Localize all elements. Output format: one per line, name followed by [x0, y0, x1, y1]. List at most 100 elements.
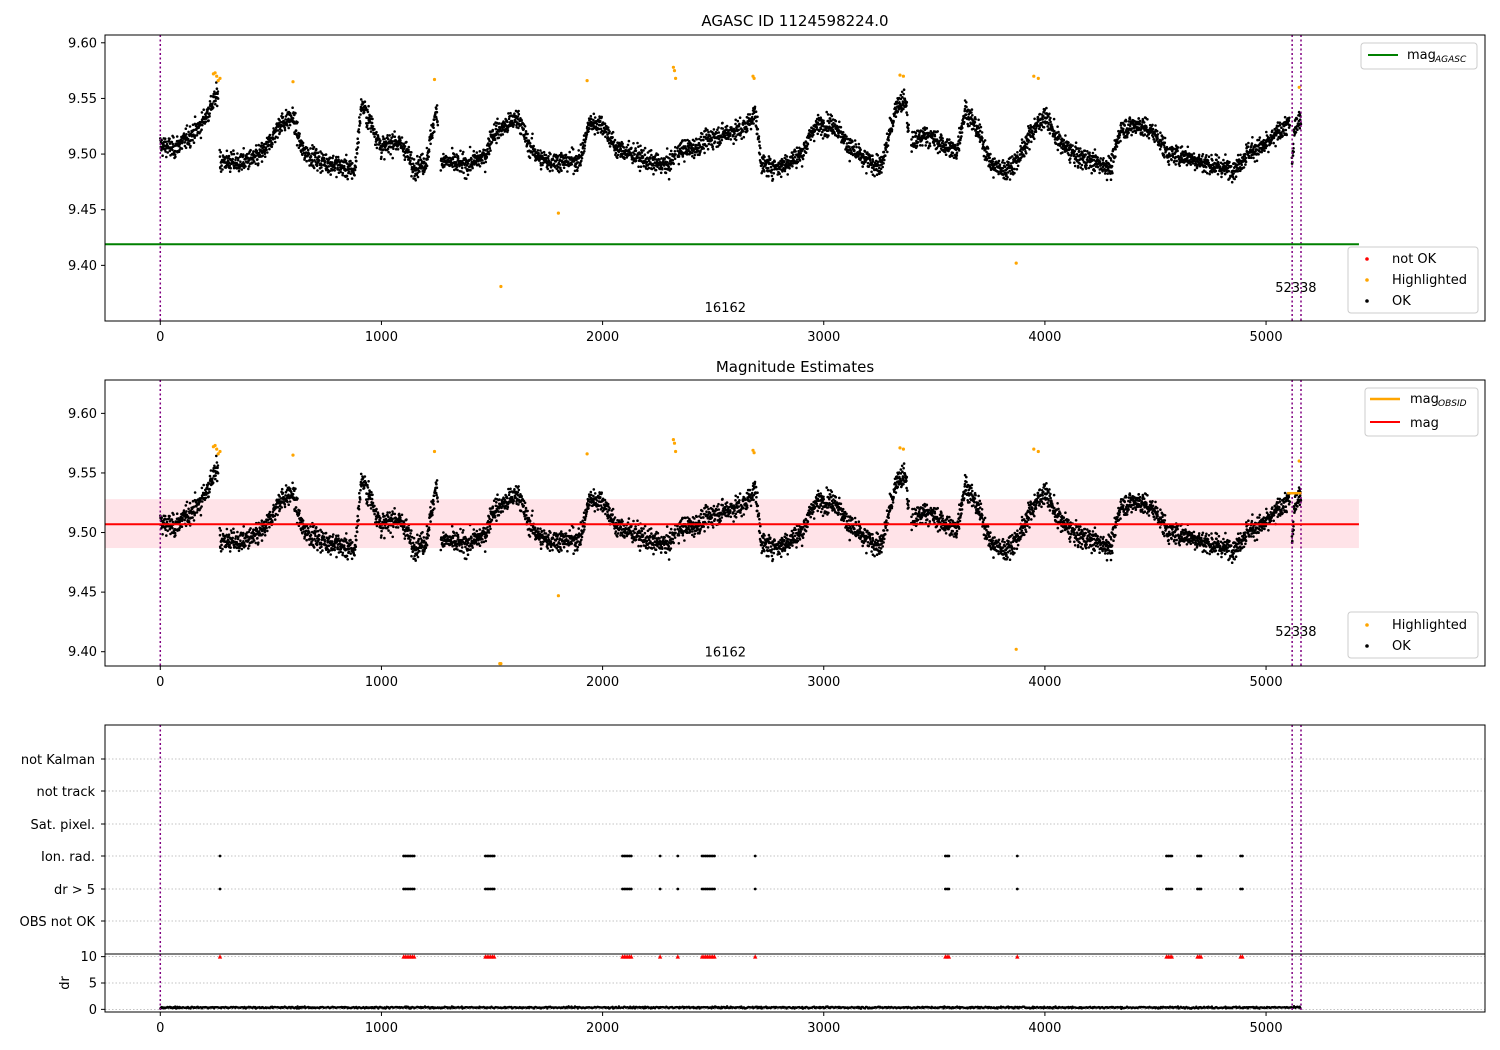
ok-point	[1143, 133, 1147, 136]
ok-point	[551, 169, 554, 172]
ok-point	[970, 111, 973, 114]
ok-point	[167, 139, 171, 143]
x-tick-label: 3000	[807, 330, 840, 345]
ok-point	[241, 155, 245, 158]
ok-point	[619, 147, 623, 151]
highlighted-point	[671, 65, 676, 69]
obsid-boundary-lines	[159, 35, 1302, 321]
ok-point	[834, 119, 838, 123]
ok-point	[539, 167, 543, 171]
ok-point	[354, 166, 358, 169]
ok-point	[333, 169, 337, 172]
ok-point	[853, 139, 857, 142]
ok-point	[854, 143, 858, 146]
ok-point	[1069, 157, 1072, 160]
ok-point	[350, 177, 354, 180]
ok-point	[509, 111, 512, 115]
ok-point	[871, 154, 874, 157]
ok-point	[539, 161, 542, 165]
ok-point	[639, 165, 643, 168]
ok-point	[1056, 148, 1060, 152]
ok-point	[980, 131, 984, 134]
ok-point	[1154, 124, 1157, 127]
ok-point	[328, 169, 332, 173]
ok-point	[734, 138, 738, 142]
ok-point	[886, 150, 889, 154]
ok-point	[1042, 126, 1046, 129]
ok-point	[928, 144, 932, 148]
ok-point	[168, 514, 171, 518]
ok-point	[965, 105, 968, 109]
ok-point	[778, 172, 781, 176]
ok-point	[668, 157, 671, 160]
x-tick-label: 1000	[365, 330, 398, 345]
ok-point	[223, 158, 226, 161]
ok-point	[271, 142, 274, 146]
highlighted-point	[901, 74, 906, 78]
ok-point	[881, 165, 884, 169]
ok-point	[167, 517, 171, 520]
ok-point	[344, 159, 348, 163]
ok-point	[1003, 161, 1006, 165]
ok-point	[544, 153, 548, 157]
ok-point	[988, 156, 991, 160]
ok-point	[960, 135, 963, 138]
ok-point	[484, 160, 488, 164]
ok-point	[519, 132, 523, 136]
highlighted-point	[213, 71, 217, 75]
ok-point	[1214, 169, 1218, 173]
ok-point	[1295, 117, 1299, 120]
ok-point	[339, 170, 343, 174]
ok-point	[291, 106, 294, 109]
ok-point	[667, 177, 671, 181]
ok-point	[725, 124, 729, 128]
ok-point	[517, 112, 521, 116]
ok-point	[435, 104, 439, 107]
ok-point	[634, 159, 638, 163]
ok-point	[336, 166, 340, 170]
ok-point	[1257, 153, 1260, 156]
ok-point	[838, 120, 841, 124]
ok-point	[501, 133, 505, 136]
ok-point	[427, 150, 431, 153]
ok-point	[649, 149, 653, 152]
ok-point	[425, 164, 429, 168]
ok-point	[899, 93, 903, 97]
ok-point	[720, 138, 724, 142]
ok-point	[166, 151, 169, 154]
ok-point	[1210, 153, 1213, 157]
ok-point	[844, 137, 848, 141]
ok-point	[827, 134, 830, 137]
ok-point	[802, 154, 805, 157]
ok-point	[596, 131, 600, 134]
ok-point	[349, 159, 352, 163]
ok-point	[782, 160, 786, 163]
ok-point	[593, 133, 597, 136]
ok-point	[1244, 156, 1248, 160]
highlighted-point	[752, 76, 756, 80]
ok-point	[616, 153, 620, 157]
ok-point	[465, 177, 468, 180]
ok-point	[365, 122, 368, 125]
ok-point	[892, 119, 895, 123]
highlighted-point	[215, 74, 219, 78]
highlighted-point	[672, 69, 677, 73]
ok-point	[281, 115, 285, 119]
ok-point	[252, 160, 256, 163]
ok-point	[560, 169, 563, 172]
ok-point	[161, 533, 164, 536]
ok-point	[1102, 157, 1105, 160]
ok-point	[1193, 168, 1197, 172]
ok-point	[263, 152, 267, 156]
ok-point	[396, 148, 400, 151]
ok-point	[277, 123, 281, 127]
ok-point	[243, 162, 246, 166]
ok-point	[580, 159, 583, 163]
ok-point	[1079, 147, 1082, 150]
ok-point	[734, 122, 737, 126]
ok-point	[247, 165, 251, 168]
ok-point	[1251, 136, 1254, 139]
ok-point	[891, 124, 895, 128]
ok-point	[403, 158, 407, 161]
ok-point	[1098, 171, 1101, 175]
